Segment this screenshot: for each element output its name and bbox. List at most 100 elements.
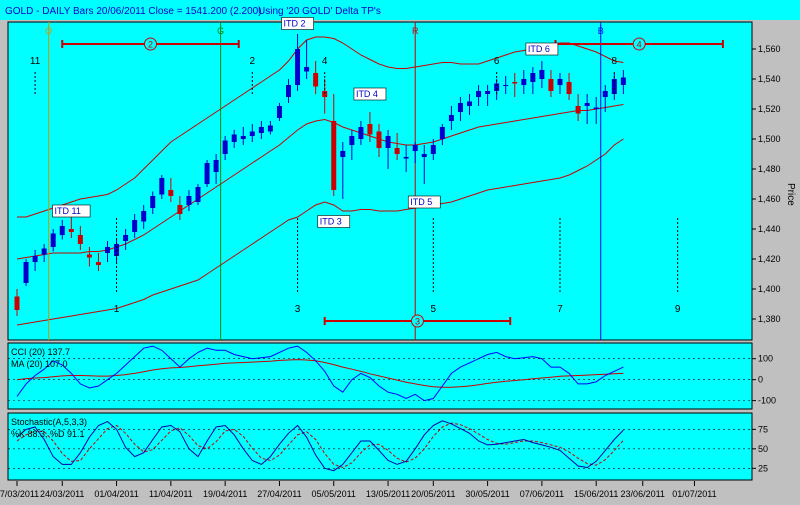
- cci-tick-label: 0: [758, 375, 763, 385]
- itd-label-box: [353, 87, 387, 101]
- candle-body: [367, 124, 373, 135]
- price-tick-label: 1,500: [758, 134, 781, 144]
- price-tick-label: 1,440: [758, 224, 781, 234]
- candle-body: [77, 235, 83, 244]
- cci-tick-label: -100: [758, 396, 776, 406]
- candle-body: [249, 131, 255, 136]
- candle-body: [50, 233, 56, 247]
- cycle-line-label-B: B: [598, 26, 604, 36]
- candle-body: [557, 79, 563, 85]
- candle-body: [476, 91, 482, 97]
- date-tick-label: 05/05/2011: [312, 489, 356, 499]
- candle-body: [421, 154, 427, 157]
- candle-body: [95, 262, 101, 265]
- candle-body: [584, 103, 590, 106]
- candle-body: [240, 136, 246, 139]
- candle-body: [276, 106, 282, 118]
- itd-label-box: [407, 195, 441, 209]
- date-tick-label: 15/06/2011: [574, 489, 618, 499]
- candle-body: [602, 91, 608, 97]
- candle-body: [14, 296, 20, 310]
- cci-panel: 100 0 -100 CCI (20) 137.7 MA (20) 107.0: [7, 342, 776, 410]
- date-tick-label: 30/05/2011: [465, 489, 509, 499]
- candle-body: [159, 178, 165, 195]
- candle-body: [59, 226, 65, 235]
- stochastic-d-line: [16, 422, 624, 469]
- price-axis-title: Price: [785, 183, 796, 206]
- candle-body: [150, 196, 156, 208]
- stochastic-tick-label: 50: [758, 444, 768, 454]
- itd-label-box: [525, 42, 559, 56]
- cci-tick-label: 100: [758, 354, 773, 364]
- candle-body: [620, 77, 626, 85]
- date-tick-label: 19/04/2011: [203, 489, 247, 499]
- candle-body: [485, 91, 491, 94]
- cycle-count-bottom: 9: [675, 304, 681, 315]
- price-tick-label: 1,540: [758, 74, 781, 84]
- candle-body: [258, 127, 264, 133]
- date-tick-label: 20/05/2011: [411, 489, 455, 499]
- candle-body: [267, 125, 273, 132]
- candle-body: [439, 127, 445, 139]
- candle-body: [349, 136, 355, 145]
- cci-axis: 100 0 -100: [752, 354, 776, 406]
- cycle-line-label-R: R: [412, 26, 419, 36]
- candle-body: [539, 70, 545, 79]
- cycle-count-top: 2: [250, 56, 256, 67]
- candle-body: [86, 254, 92, 258]
- stochastic-legend-2: %K 88.3, %D 91.1: [11, 429, 85, 439]
- cci-legend-1: CCI (20) 137.7: [11, 347, 70, 357]
- candle-body: [593, 107, 599, 109]
- cycle-line-label-O: O: [45, 26, 52, 36]
- price-axis: 1,560 1,540 1,520 1,500 1,480 1,460 1,440 1,420…: [752, 44, 781, 324]
- price-tick-label: 1,460: [758, 194, 781, 204]
- cycle-count-bottom: 3: [295, 304, 301, 315]
- itd-label: ITD 2: [284, 19, 306, 29]
- cycle-bar-circle: [410, 314, 424, 328]
- price-tick-label: 1,480: [758, 164, 781, 174]
- candle-body: [68, 229, 74, 232]
- price-tick-label: 1,420: [758, 254, 781, 264]
- candle-body: [467, 101, 472, 106]
- candle-body: [394, 148, 400, 154]
- date-tick-label: 11/04/2011: [149, 489, 193, 499]
- band-lower: [16, 138, 624, 326]
- cycle-count-top: 6: [494, 56, 500, 67]
- candle-body: [340, 151, 346, 157]
- stochastic-axis: 75 50 25: [752, 424, 768, 473]
- candle-body: [41, 248, 47, 255]
- candle-body: [313, 73, 319, 87]
- stochastic-tick-label: 75: [758, 424, 768, 434]
- stochastic-legend-1: Stochastic(A,5,3,3): [11, 417, 87, 427]
- cycle-count-bottom: 7: [557, 304, 563, 315]
- cycle-count-bottom: 5: [431, 304, 437, 315]
- candle-body: [286, 85, 291, 97]
- candle-body: [412, 145, 418, 151]
- candle-body: [168, 190, 174, 196]
- stochastic-tick-label: 25: [758, 463, 768, 473]
- header-indicator-note: Using '20 GOLD' Delta TP's: [258, 6, 381, 17]
- candle-body: [503, 85, 509, 86]
- candle-body: [611, 79, 617, 94]
- candle-body: [32, 256, 38, 262]
- price-panel-bg: [7, 21, 753, 341]
- candle-body: [186, 196, 192, 205]
- price-tick-label: 1,400: [758, 284, 781, 294]
- candle-body: [132, 220, 138, 232]
- price-panel: 1,560 1,540 1,520 1,500 1,480 1,460 1,440 1,420…: [7, 17, 796, 378]
- candle-body: [376, 131, 382, 148]
- date-tick-label: 17/03/2011: [0, 489, 39, 499]
- candle-body: [403, 157, 409, 159]
- cycle-bar-circle: [143, 37, 157, 51]
- candle-body: [213, 160, 219, 172]
- cycle-count-top: 8: [612, 56, 618, 67]
- cci-line: [16, 345, 624, 402]
- itd-label: ITD 11: [55, 206, 81, 216]
- candle-body: [448, 115, 454, 121]
- cycle-line-label-G: G: [217, 26, 224, 36]
- candle-body: [204, 163, 210, 184]
- candle-body: [494, 83, 500, 91]
- candle-body: [231, 134, 237, 142]
- stochastic-panel-bg: [7, 412, 753, 481]
